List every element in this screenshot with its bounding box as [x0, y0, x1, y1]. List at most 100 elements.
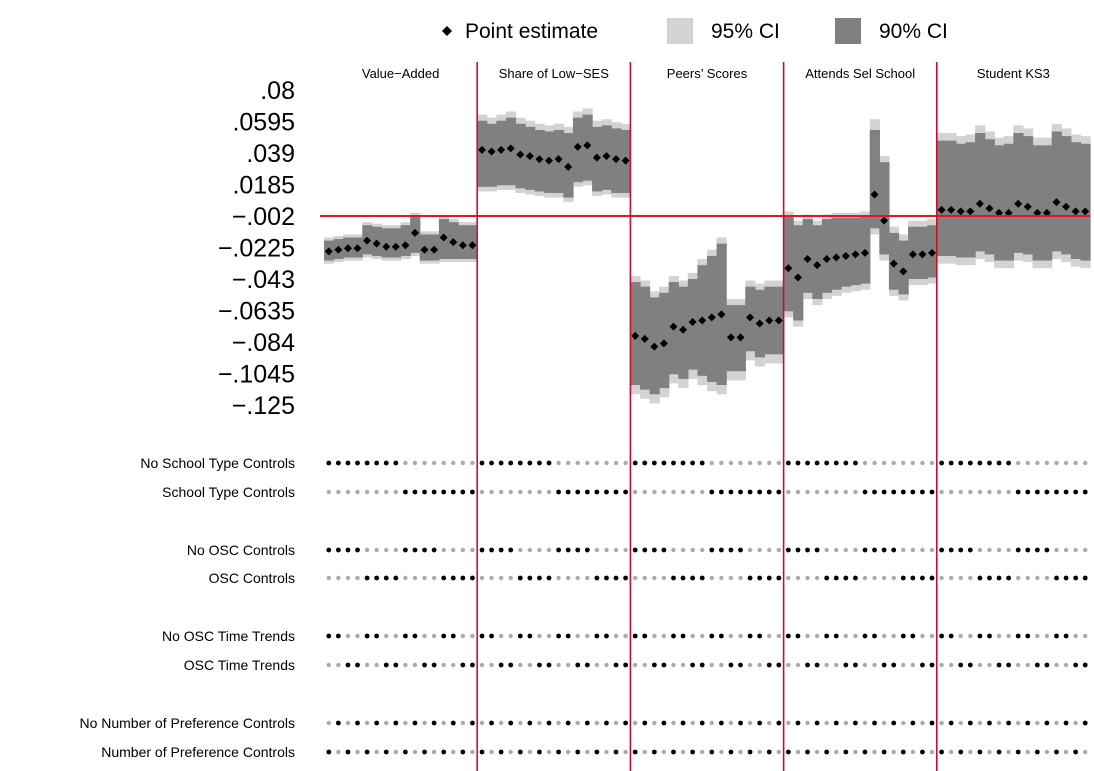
spec-indicator-dot — [767, 633, 772, 639]
spec-indicator-dot — [958, 662, 964, 668]
spec-indicator-dot — [977, 547, 983, 553]
spec-indicator-dot — [508, 575, 513, 581]
spec-indicator-dot — [690, 662, 696, 668]
spec-indicator-dot — [546, 662, 552, 668]
spec-indicator-dot — [920, 720, 925, 726]
spec-indicator-dot — [575, 460, 580, 466]
ci90-band — [955, 143, 967, 258]
ci90-band — [984, 139, 995, 255]
spec-indicator-dot — [431, 662, 437, 668]
spec-indicator-dot — [565, 749, 571, 755]
spec-indicator-dot — [853, 460, 858, 466]
spec-indicator-dot — [623, 460, 628, 466]
spec-indicator-dot — [642, 633, 648, 639]
ci90-band — [391, 228, 402, 258]
spec-indicator-dot — [460, 489, 466, 495]
spec-indicator-dot — [364, 547, 370, 553]
y-tick-label: −.0225 — [218, 235, 295, 263]
spec-indicator-dot — [996, 489, 1002, 495]
spec-indicator-dot — [776, 633, 782, 639]
spec-indicator-dot — [862, 460, 868, 466]
spec-indicator-dot — [613, 489, 619, 495]
spec-indicator-dot — [422, 749, 427, 755]
spec-indicator-dot — [527, 547, 533, 553]
spec-row-label: School Type Controls — [162, 484, 295, 500]
spec-indicator-dot — [680, 489, 686, 495]
spec-indicator-dot — [977, 633, 983, 639]
spec-indicator-dot — [795, 489, 801, 495]
spec-indicator-dot — [843, 547, 849, 553]
spec-indicator-dot — [1015, 633, 1021, 639]
spec-indicator-dot — [862, 575, 868, 581]
spec-indicator-dot — [546, 633, 552, 639]
spec-indicator-dot — [747, 633, 753, 639]
panel-label: Value−Added — [362, 66, 439, 81]
spec-indicator-dot — [1063, 460, 1069, 466]
spec-indicator-dot — [565, 460, 571, 466]
spec-indicator-dot — [929, 547, 935, 553]
point-estimate — [995, 208, 1004, 217]
spec-indicator-dot — [843, 662, 849, 668]
spec-indicator-dot — [738, 489, 743, 495]
spec-indicator-dot — [460, 633, 466, 639]
spec-indicator-dot — [546, 575, 552, 581]
panel-separators — [476, 62, 938, 771]
spec-indicator-dot — [881, 662, 887, 668]
spec-indicator-dot — [508, 749, 513, 755]
spec-indicator-dot — [422, 720, 427, 726]
panel-group — [324, 212, 478, 264]
legend-ci95-swatch — [667, 18, 693, 44]
spec-indicator-dot — [948, 662, 954, 668]
spec-indicator-dot — [785, 460, 791, 466]
point-estimate — [1004, 208, 1013, 217]
spec-indicator-dot — [891, 460, 896, 466]
spec-indicator-dot — [431, 460, 437, 466]
spec-indicator-dot — [336, 749, 341, 755]
spec-indicator-dot — [833, 720, 839, 726]
spec-indicator-dot — [364, 720, 370, 726]
spec-indicator-dot — [671, 547, 676, 553]
spec-indicator-dot — [412, 633, 418, 639]
spec-indicator-dot — [498, 489, 504, 495]
spec-indicator-dot — [431, 720, 437, 726]
spec-indicator-dot — [872, 547, 877, 553]
y-axis: .08 .0595 .039 .0185 −.002 −.0225 −.043 −.0635 −… — [218, 77, 295, 420]
spec-indicator-dot — [451, 460, 456, 466]
spec-indicator-dot — [1082, 575, 1088, 581]
spec-indicator-dot — [383, 749, 389, 755]
spec-indicator-dot — [460, 662, 466, 668]
spec-indicator-dot — [805, 575, 810, 581]
spec-indicator-dot — [575, 662, 581, 668]
spec-indicator-dot — [422, 633, 427, 639]
spec-indicator-dot — [718, 547, 724, 553]
spec-indicator-dot — [402, 547, 408, 553]
spec-indicator-dot — [623, 547, 628, 553]
spec-indicator-dot — [479, 749, 485, 755]
spec-indicator-dot — [728, 547, 734, 553]
spec-indicator-dot — [1044, 633, 1050, 639]
spec-indicator-dot — [786, 489, 791, 495]
spec-indicator-dot — [891, 575, 896, 581]
spec-indicator-dot — [958, 460, 964, 466]
point-estimate — [554, 155, 563, 164]
spec-indicator-dot — [642, 575, 647, 581]
spec-indicator-dot — [613, 662, 619, 668]
spec-indicator-dot — [431, 575, 437, 581]
spec-indicator-dot — [862, 547, 868, 553]
spec-indicator-dot — [843, 460, 849, 466]
spec-indicator-dot — [996, 720, 1002, 726]
panel-group — [783, 119, 938, 327]
spec-indicator-dot — [479, 662, 485, 668]
spec-indicator-dot — [738, 547, 743, 553]
spec-indicator-dot — [814, 460, 820, 466]
ci90-band — [381, 228, 392, 258]
spec-indicator-dot — [939, 662, 944, 668]
point-estimate — [592, 153, 601, 162]
spec-indicator-dot — [747, 749, 753, 755]
ci90-band — [1051, 131, 1062, 252]
spec-indicator-dot — [594, 662, 600, 668]
spec-indicator-dot — [565, 547, 571, 553]
spec-indicator-dot — [757, 720, 763, 726]
spec-indicator-dot — [862, 662, 868, 668]
spec-indicator-dot — [795, 749, 801, 755]
